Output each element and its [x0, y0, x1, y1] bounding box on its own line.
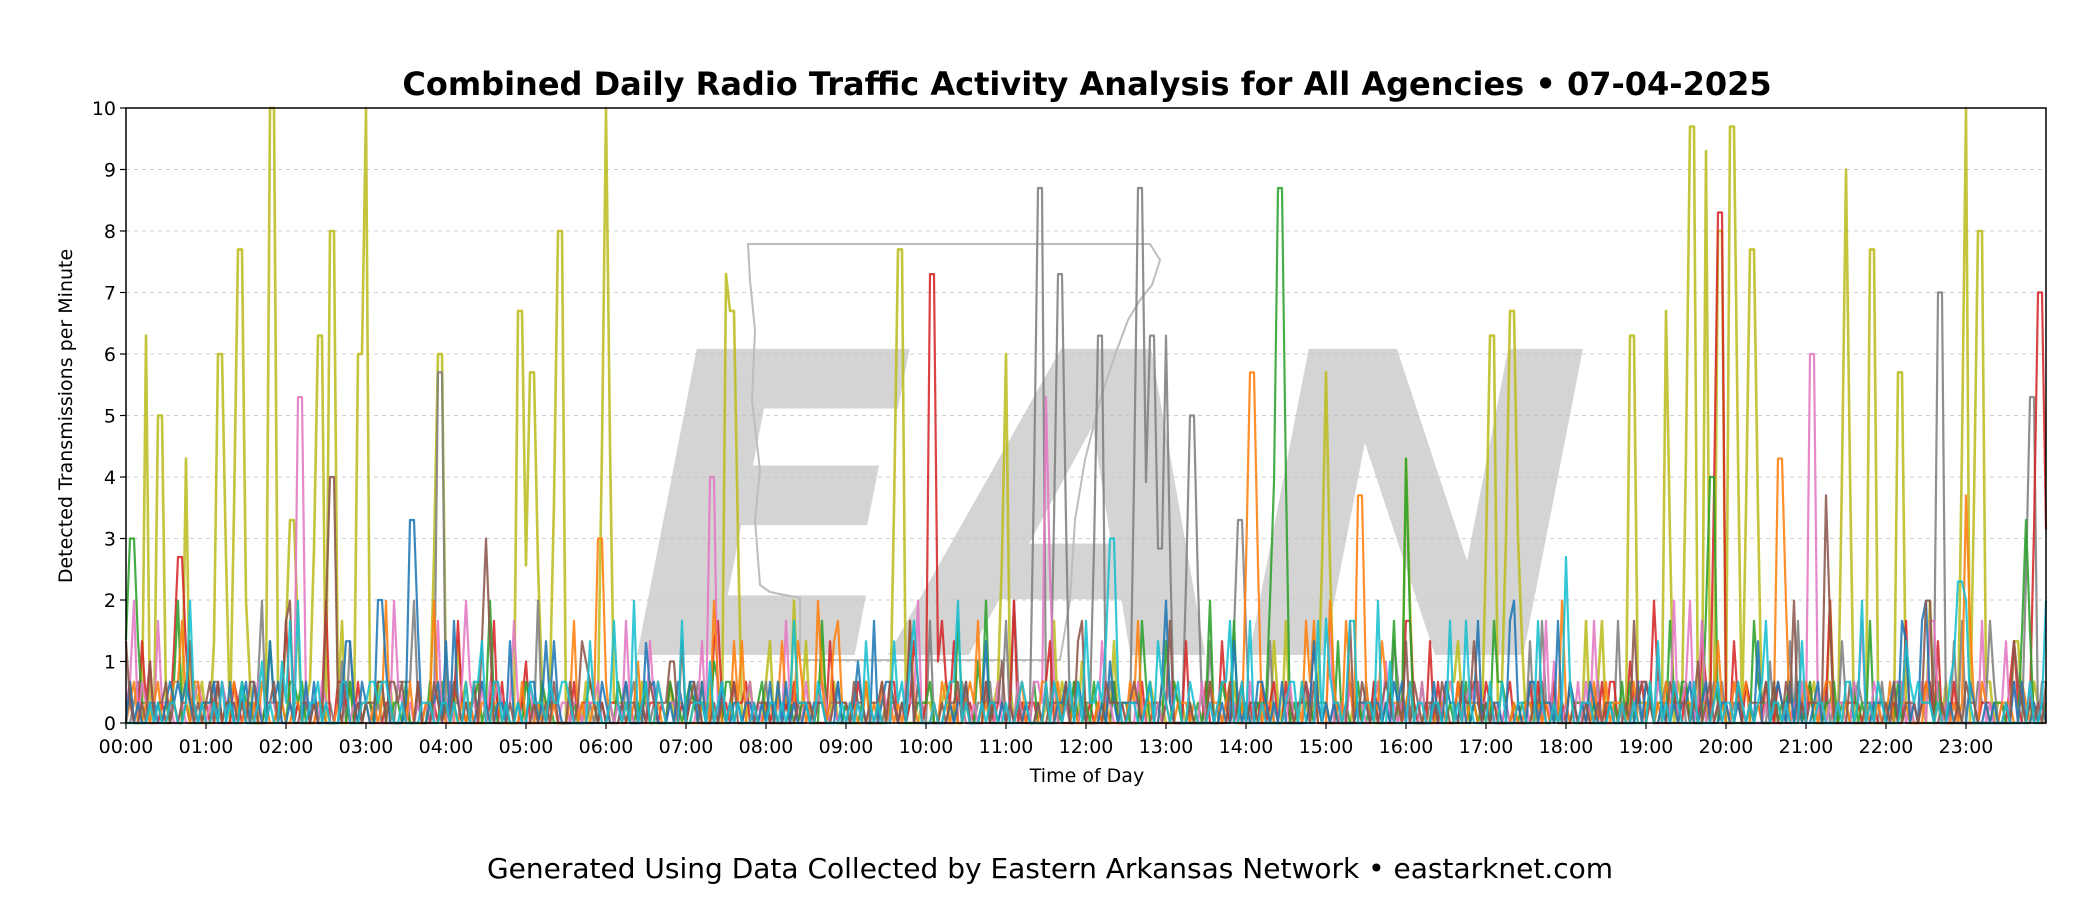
x-tick-label: 22:00 — [1859, 736, 1914, 758]
y-tick-label: 4 — [104, 467, 116, 489]
x-tick-label: 02:00 — [259, 736, 314, 758]
y-axis-ticks: 0 1 2 3 4 5 6 7 8 9 10 — [92, 98, 126, 735]
x-tick-label: 03:00 — [339, 736, 394, 758]
footer-credit: Generated Using Data Collected by Easter… — [486, 852, 1613, 885]
x-tick-label: 01:00 — [179, 736, 234, 758]
x-tick-label: 14:00 — [1219, 736, 1274, 758]
x-tick-label: 06:00 — [579, 736, 634, 758]
chart-title: Combined Daily Radio Traffic Activity An… — [402, 65, 1771, 103]
x-tick-label: 07:00 — [659, 736, 714, 758]
x-tick-label: 12:00 — [1059, 736, 1114, 758]
x-tick-label: 13:00 — [1139, 736, 1194, 758]
x-axis-label: Time of Day — [1029, 765, 1144, 787]
series-line-8 — [126, 537, 2048, 725]
y-tick-label: 5 — [104, 406, 116, 428]
y-tick-label: 9 — [104, 160, 116, 182]
y-tick-label: 2 — [104, 590, 116, 612]
x-tick-label: 20:00 — [1699, 736, 1754, 758]
x-tick-label: 04:00 — [419, 736, 474, 758]
y-tick-label: 0 — [104, 713, 116, 735]
y-tick-label: 7 — [104, 283, 116, 305]
x-tick-label: 18:00 — [1539, 736, 1594, 758]
x-tick-label: 11:00 — [979, 736, 1034, 758]
x-tick-label: 17:00 — [1459, 736, 1514, 758]
x-tick-label: 08:00 — [739, 736, 794, 758]
y-axis-label: Detected Transmissions per Minute — [55, 249, 77, 583]
y-tick-label: 10 — [92, 98, 116, 120]
x-tick-label: 23:00 — [1939, 736, 1994, 758]
x-tick-label: 09:00 — [819, 736, 874, 758]
x-tick-label: 16:00 — [1379, 736, 1434, 758]
x-tick-label: 05:00 — [499, 736, 554, 758]
x-tick-label: 15:00 — [1299, 736, 1354, 758]
x-tick-label: 19:00 — [1619, 736, 1674, 758]
y-tick-label: 3 — [104, 529, 116, 551]
y-tick-label: 6 — [104, 344, 116, 366]
x-tick-label: 00:00 — [99, 736, 154, 758]
y-tick-label: 8 — [104, 221, 116, 243]
x-axis-ticks: 00:00 01:00 02:00 03:00 04:00 05:00 06:00 07:00… — [99, 723, 1994, 758]
x-tick-label: 10:00 — [899, 736, 954, 758]
y-tick-label: 1 — [104, 652, 116, 674]
watermark-state-outline — [746, 243, 1162, 661]
x-tick-label: 21:00 — [1779, 736, 1834, 758]
